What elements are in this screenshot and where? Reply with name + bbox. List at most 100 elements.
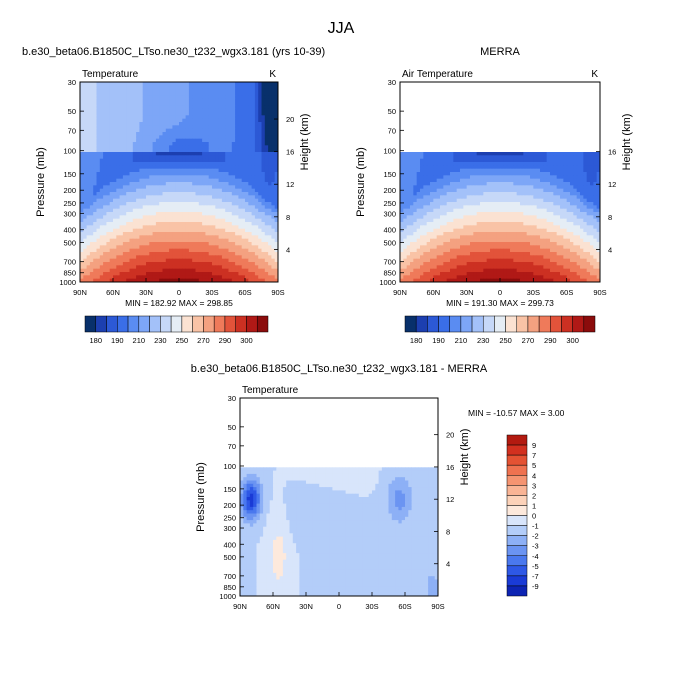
heatmap-cell	[152, 115, 157, 120]
heatmap-cell	[146, 105, 150, 110]
heatmap-cell	[274, 155, 279, 160]
heatmap-cell	[218, 188, 223, 193]
heatmap-cell	[192, 178, 196, 183]
heatmap-cell	[113, 218, 117, 223]
heatmap-cell	[149, 225, 153, 230]
heatmap-cell	[274, 165, 279, 170]
heatmap-cell	[526, 168, 531, 173]
heatmap-cell	[179, 82, 183, 86]
heatmap-cell	[126, 215, 130, 220]
heatmap-cell	[136, 202, 140, 206]
heatmap-cell	[106, 192, 111, 196]
heatmap-cell	[192, 98, 196, 103]
heatmap-cell	[106, 155, 111, 160]
heatmap-cell	[443, 212, 448, 216]
heatmap-cell	[231, 122, 236, 126]
heatmap-cell	[570, 205, 574, 210]
heatmap-cell	[423, 222, 428, 226]
heatmap-cell	[221, 245, 226, 250]
heatmap-cell	[83, 275, 87, 280]
heatmap-cell	[416, 165, 421, 170]
heatmap-cell	[89, 92, 94, 96]
heatmap-cell	[238, 265, 243, 270]
heatmap-cell	[106, 218, 111, 223]
heatmap-cell	[106, 122, 111, 126]
heatmap-cell	[436, 215, 441, 220]
heatmap-cell	[274, 158, 279, 163]
heatmap-cell	[221, 95, 226, 100]
heatmap-cell	[274, 145, 279, 150]
heatmap-cell	[251, 268, 256, 273]
heatmap-cell	[261, 242, 266, 246]
heatmap-cell	[129, 152, 134, 156]
heatmap-cell	[566, 212, 571, 216]
heatmap-cell	[205, 115, 210, 120]
heatmap-cell	[231, 268, 236, 273]
heatmap-cell	[413, 205, 418, 210]
heatmap-cell	[403, 222, 408, 226]
heatmap-cell	[446, 155, 451, 160]
heatmap-cell	[248, 145, 252, 150]
heatmap-cell	[212, 128, 216, 133]
heatmap-cell	[182, 185, 186, 190]
heatmap-cell	[496, 172, 501, 176]
heatmap-cell	[241, 138, 246, 143]
heatmap-cell	[258, 198, 262, 203]
heatmap-cell	[146, 82, 150, 86]
heatmap-cell	[245, 222, 249, 226]
heatmap-cell	[251, 115, 256, 120]
heatmap-cell	[119, 102, 124, 106]
heatmap-cell	[89, 162, 94, 166]
heatmap-cell	[122, 82, 127, 86]
heatmap-cell	[228, 158, 233, 163]
heatmap-cell	[172, 85, 177, 90]
heatmap-cell	[258, 205, 262, 210]
heatmap-cell	[113, 225, 117, 230]
heatmap-cell	[99, 195, 104, 200]
heatmap-cell	[146, 238, 150, 243]
heatmap-cell	[264, 238, 269, 243]
heatmap-cell	[80, 155, 84, 160]
heatmap-cell	[89, 82, 94, 86]
heatmap-cell	[155, 178, 160, 183]
heatmap-cell	[182, 118, 186, 123]
heatmap-cell	[450, 212, 454, 216]
heatmap-cell	[80, 98, 84, 103]
heatmap-cell	[86, 198, 91, 203]
heatmap-cell	[410, 195, 414, 200]
heatmap-cell	[122, 152, 127, 156]
heatmap-cell	[136, 252, 140, 256]
heatmap-cell	[179, 142, 183, 146]
heatmap-cell	[536, 182, 541, 186]
heatmap-cell	[202, 258, 206, 263]
heatmap-cell	[580, 168, 584, 173]
heatmap-cell	[142, 122, 147, 126]
heatmap-cell	[132, 145, 137, 150]
heatmap-cell	[228, 188, 233, 193]
heatmap-cell	[136, 228, 140, 233]
heatmap-cell	[496, 185, 501, 190]
heatmap-cell	[238, 152, 243, 156]
heatmap-cell	[215, 128, 219, 133]
heatmap-cell	[169, 115, 173, 120]
heatmap-cell	[231, 185, 236, 190]
heatmap-cell	[116, 148, 120, 153]
heatmap-cell	[106, 235, 111, 240]
heatmap-cell	[195, 125, 200, 130]
heatmap-cell	[221, 188, 226, 193]
heatmap-cell	[463, 185, 468, 190]
heatmap-cell	[192, 262, 196, 266]
heatmap-cell	[205, 195, 210, 200]
heatmap-cell	[109, 172, 114, 176]
heatmap-cell	[580, 188, 584, 193]
heatmap-cell	[520, 188, 524, 193]
heatmap-cell	[235, 145, 239, 150]
heatmap-cell	[142, 192, 147, 196]
heatmap-cell	[83, 155, 87, 160]
heatmap-cell	[126, 195, 130, 200]
heatmap-cell	[540, 205, 544, 210]
heatmap-cell	[563, 212, 568, 216]
heatmap-cell	[540, 152, 544, 156]
heatmap-cell	[486, 202, 491, 206]
heatmap-cell	[188, 122, 193, 126]
